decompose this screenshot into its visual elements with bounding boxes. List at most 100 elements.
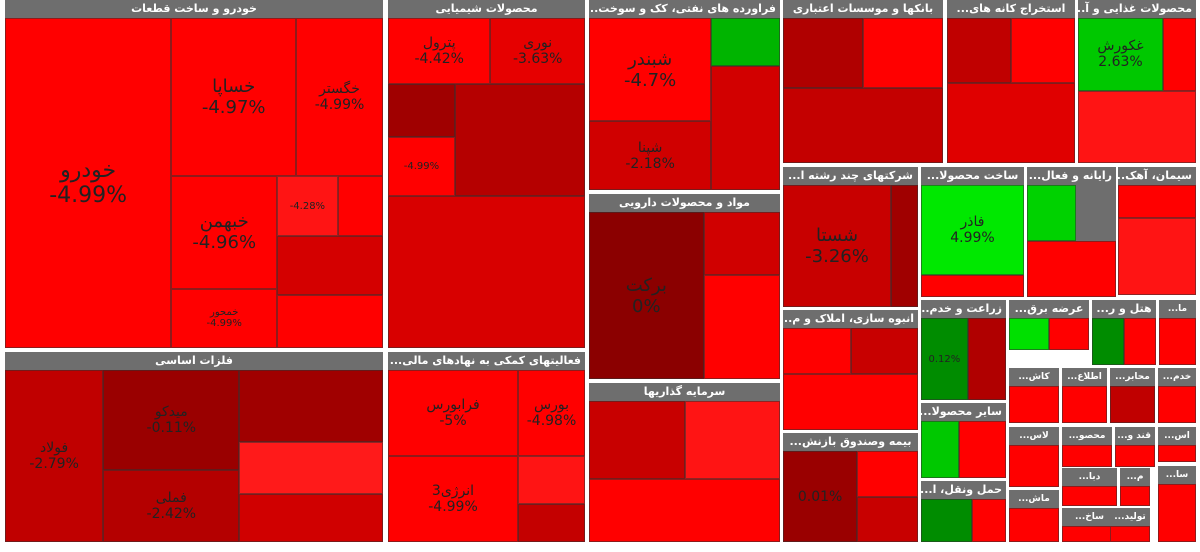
treemap-tile[interactable] (239, 370, 383, 443)
treemap-tile[interactable] (783, 18, 863, 88)
treemap-tile[interactable] (518, 504, 585, 542)
treemap-tile[interactable] (1158, 484, 1196, 542)
treemap-tile[interactable] (1115, 445, 1155, 467)
treemap-tile[interactable] (703, 275, 780, 379)
treemap-tile[interactable] (1009, 386, 1059, 423)
treemap-tile[interactable] (947, 83, 1075, 163)
treemap-tile[interactable] (1062, 386, 1107, 423)
tile-symbol: انرژی3 (431, 483, 475, 499)
treemap-tile[interactable] (1158, 386, 1196, 423)
treemap-tile[interactable] (783, 373, 918, 430)
treemap-tile[interactable]: فملی -2.42% (103, 469, 240, 542)
treemap-tile[interactable] (972, 499, 1006, 542)
treemap-tile[interactable] (277, 295, 383, 348)
treemap-tile[interactable] (1062, 445, 1112, 467)
treemap-tile[interactable] (518, 456, 585, 505)
sector-body: خودرو -4.99% خساپا -4.97% خگستر -4.99% خبهمن -4… (5, 18, 383, 348)
treemap-tile[interactable] (857, 496, 918, 542)
treemap-tile[interactable]: شستا -3.26% (783, 185, 891, 307)
treemap-tile[interactable]: میدکو -0.11% (103, 370, 240, 470)
treemap-tile[interactable] (239, 493, 383, 542)
treemap-tile[interactable] (711, 18, 780, 67)
treemap-tile[interactable] (1120, 486, 1150, 506)
treemap-tile[interactable] (1162, 18, 1196, 91)
treemap-tile[interactable] (891, 185, 918, 307)
treemap-tile[interactable] (1118, 185, 1196, 218)
treemap-tile[interactable] (388, 84, 455, 137)
treemap-tile[interactable] (1011, 18, 1075, 84)
treemap-tile[interactable] (1110, 526, 1150, 542)
treemap-tile[interactable] (1078, 90, 1196, 163)
treemap-tile[interactable]: غکورش 2.63% (1078, 18, 1163, 91)
treemap-tile[interactable]: -4.99% (388, 136, 455, 197)
treemap-tile[interactable] (783, 87, 943, 163)
treemap-tile[interactable]: فرابورس -5% (388, 370, 519, 456)
treemap-tile[interactable] (921, 499, 972, 542)
treemap-tile[interactable] (277, 235, 383, 296)
treemap-sector: استخراج کانه های... (947, 0, 1075, 163)
treemap-tile[interactable]: -4.28% (277, 176, 338, 236)
treemap-tile[interactable]: خودرو -4.99% (5, 18, 172, 348)
treemap-sector: شرکتهای چند رشته ا... شستا -3.26% (783, 167, 918, 307)
treemap-tile[interactable] (589, 401, 685, 479)
treemap-tile[interactable]: 0.12% (921, 318, 968, 400)
treemap-tile[interactable] (1009, 508, 1059, 542)
treemap-tile[interactable] (589, 478, 780, 542)
treemap-tile[interactable] (850, 328, 918, 374)
treemap-sector: محصولات غذایی و آ... غکورش 2.63% (1078, 0, 1196, 163)
treemap-tile[interactable] (1159, 318, 1196, 365)
treemap-tile[interactable] (239, 442, 383, 494)
tile-symbol: خساپا (212, 76, 256, 98)
treemap-tile[interactable]: انرژی3 -4.99% (388, 456, 519, 542)
treemap-tile[interactable] (711, 66, 780, 190)
treemap-tile[interactable]: 0.01% (783, 451, 858, 542)
treemap-tile[interactable]: بورس -4.98% (518, 370, 585, 456)
treemap-tile[interactable] (1110, 386, 1155, 423)
treemap-tile[interactable] (1118, 218, 1196, 295)
treemap-tile[interactable]: نوری -3.63% (490, 18, 585, 84)
treemap-tile[interactable] (388, 196, 585, 348)
treemap-tile[interactable]: خساپا -4.97% (171, 18, 297, 177)
treemap-tile[interactable]: شپنا -2.18% (589, 121, 712, 190)
sector-body (1110, 386, 1155, 423)
treemap-tile[interactable] (684, 401, 780, 479)
treemap-tile[interactable] (783, 328, 851, 374)
treemap-tile[interactable]: خبهمن -4.96% (171, 176, 278, 289)
treemap-tile[interactable]: برکت 0% (589, 212, 704, 379)
sector-body: فولاد -2.79% میدکو -0.11% فملی -2.42% (5, 370, 383, 542)
treemap-tile[interactable]: فولاد -2.79% (5, 370, 104, 542)
treemap-tile[interactable] (921, 274, 1024, 297)
sector-body (921, 421, 1006, 478)
treemap-tile[interactable] (967, 318, 1006, 400)
treemap-tile[interactable] (1062, 486, 1117, 506)
sector-body: 0.01% (783, 451, 918, 542)
treemap-tile[interactable] (863, 18, 943, 88)
treemap-tile[interactable] (1027, 185, 1076, 241)
sector-header: خودرو و ساخت قطعات (5, 0, 383, 18)
sector-header: قند و... (1115, 427, 1155, 445)
treemap-tile[interactable] (337, 176, 383, 236)
treemap-tile[interactable]: پترول -4.42% (388, 18, 491, 84)
treemap-tile[interactable] (959, 421, 1006, 478)
treemap-tile[interactable]: شبندر -4.7% (589, 18, 712, 122)
treemap-tile[interactable] (1027, 241, 1116, 297)
tile-change: -4.97% (201, 97, 266, 119)
treemap-tile[interactable] (857, 451, 918, 497)
treemap-tile[interactable]: خگستر -4.99% (296, 18, 383, 177)
treemap-tile[interactable] (454, 84, 585, 197)
treemap-tile[interactable] (1124, 318, 1156, 365)
treemap-tile[interactable]: فاذر 4.99% (921, 185, 1024, 275)
treemap-tile[interactable] (1009, 445, 1059, 487)
sector-body (1027, 185, 1116, 297)
treemap-tile[interactable] (1158, 445, 1196, 462)
treemap-tile[interactable] (1009, 318, 1049, 350)
tile-change: -3.63% (512, 51, 563, 67)
treemap-tile[interactable] (1049, 318, 1089, 350)
tile-symbol: فولاد (40, 440, 69, 456)
treemap-tile[interactable] (1092, 318, 1124, 365)
treemap-tile[interactable] (703, 212, 780, 276)
treemap-tile[interactable] (1062, 526, 1117, 542)
treemap-tile[interactable] (921, 421, 960, 478)
treemap-tile[interactable]: خمحور -4.99% (171, 288, 278, 348)
treemap-tile[interactable] (947, 18, 1011, 84)
